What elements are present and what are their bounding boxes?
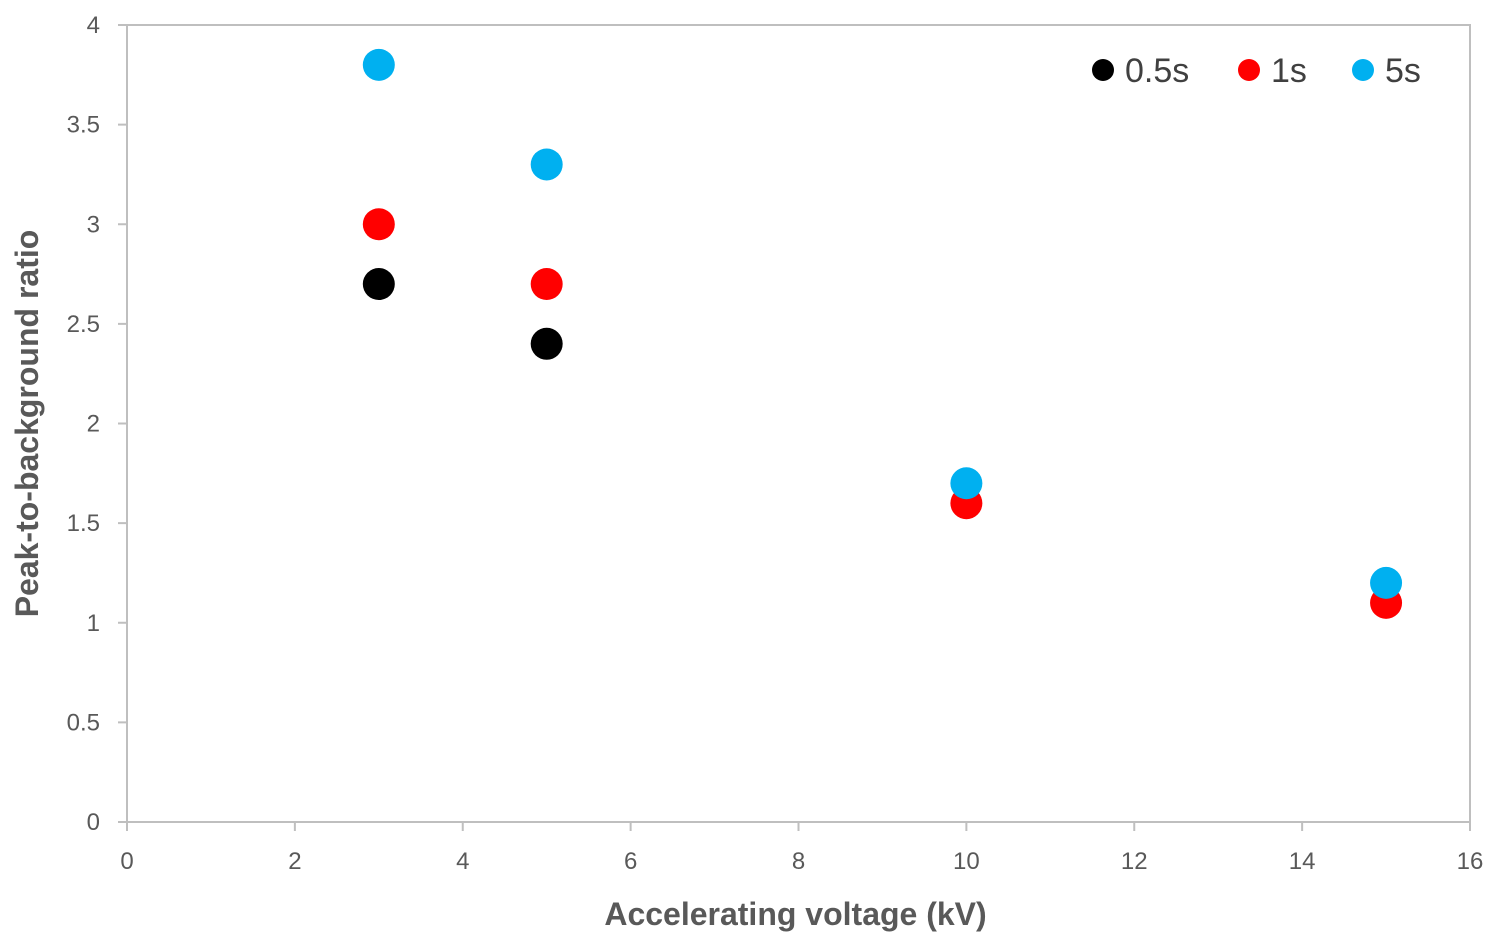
x-tick-label: 14: [1289, 848, 1316, 875]
y-tick-label: 2: [87, 411, 100, 438]
x-tick-label: 16: [1457, 848, 1484, 875]
point-5s-15kV: [1370, 566, 1403, 599]
point-0.5s-3kV: [362, 268, 395, 301]
y-axis-title: Peak-to-background ratio: [9, 230, 45, 618]
y-tick-label: 3.5: [67, 112, 100, 139]
y-axis: 0 0.5 1 1.5 2 2.5 3 3.5 4: [67, 12, 127, 836]
x-tick-label: 8: [792, 848, 805, 875]
y-tick-label: 2.5: [67, 311, 100, 338]
y-tick-label: 4: [87, 12, 100, 39]
plot-border: [126, 24, 1471, 823]
legend-label-5s: 5s: [1385, 52, 1421, 90]
legend-label-0.5s: 0.5s: [1125, 52, 1189, 90]
x-tick-label: 0: [120, 848, 133, 875]
x-tick-label: 10: [953, 848, 980, 875]
legend-marker-0.5s: [1092, 59, 1114, 81]
point-5s-5kV: [530, 148, 563, 181]
y-tick-label: 1: [87, 610, 100, 637]
x-tick-label: 12: [1121, 848, 1148, 875]
x-tick-label: 2: [288, 848, 301, 875]
legend-marker-1s: [1238, 59, 1260, 81]
y-tick-label: 0: [87, 809, 100, 836]
x-axis-title: Accelerating voltage (kV): [604, 896, 986, 932]
y-tick-label: 3: [87, 211, 100, 238]
plot-frame: [126, 24, 1471, 823]
y-tick-label: 0.5: [67, 709, 100, 736]
x-tick-label: 4: [456, 848, 469, 875]
point-5s-10kV: [950, 467, 983, 500]
x-axis: 0 2 4 6 8 10 12 14 16: [120, 822, 1483, 875]
point-1s-3kV: [362, 208, 395, 241]
x-tick-label: 6: [624, 848, 637, 875]
legend: 0.5s 1s 5s: [1092, 52, 1421, 90]
point-5s-3kV: [362, 48, 395, 81]
legend-label-1s: 1s: [1271, 52, 1307, 90]
point-0.5s-5kV: [530, 327, 563, 360]
y-tick-label: 1.5: [67, 510, 100, 537]
data-points: [362, 48, 1403, 619]
point-1s-5kV: [530, 268, 563, 301]
legend-marker-5s: [1352, 59, 1374, 81]
